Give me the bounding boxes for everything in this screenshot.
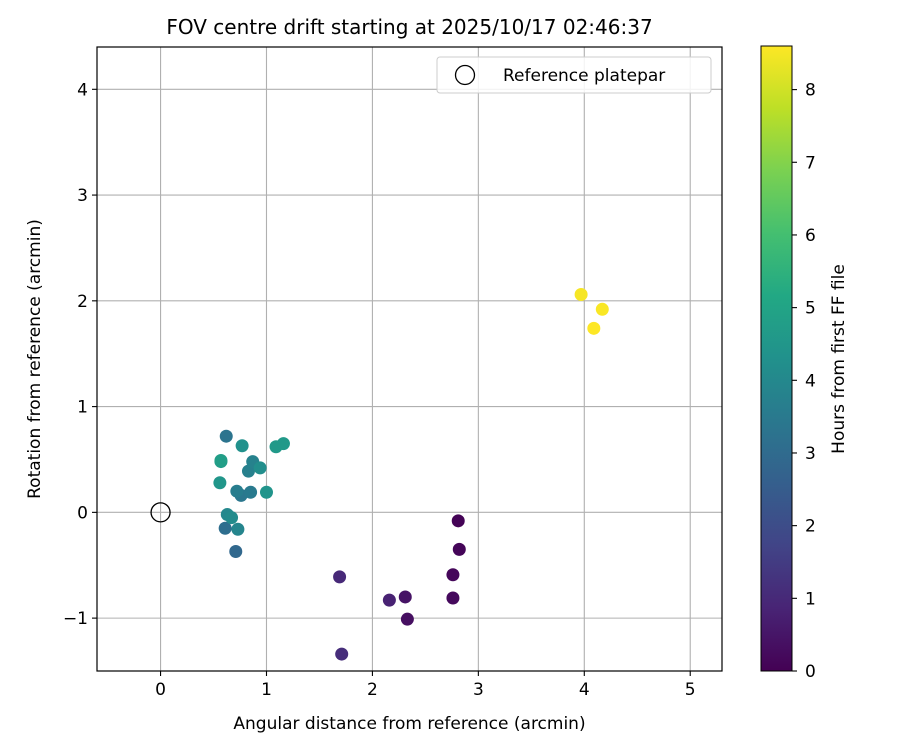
colorbar-tick-label: 4 (805, 371, 816, 391)
colorbar-ticks: 0 1 2 3 4 5 6 7 8 (792, 81, 816, 682)
colorbar-tick-label: 6 (805, 226, 816, 246)
y-tick-label: 2 (77, 292, 88, 312)
y-tick-label: 0 (77, 503, 88, 523)
legend-label-reference-platepar: Reference platepar (503, 66, 665, 86)
scatter-point (587, 321, 601, 335)
scatter-point (235, 439, 249, 453)
colorbar-tick-label: 7 (805, 153, 816, 173)
scatter-point (259, 485, 273, 499)
scatter-point (230, 484, 244, 498)
colorbar-tick-label: 0 (805, 662, 816, 682)
scatter-point (333, 570, 347, 584)
x-tick-label: 3 (473, 680, 484, 700)
legend-marker-open-circle (454, 64, 476, 86)
colorbar-tick-label: 5 (805, 299, 816, 319)
scatter-point (452, 542, 466, 556)
x-axis-label: Angular distance from reference (arcmin) (233, 714, 585, 734)
scatter-point (219, 429, 233, 443)
y-tick-label: 4 (77, 80, 88, 100)
scatter-point (218, 521, 232, 535)
scatter-point (213, 476, 227, 490)
colorbar-tick-label: 3 (805, 444, 816, 464)
scatter-point (451, 514, 465, 528)
scatter-point (225, 511, 239, 525)
data-points (213, 287, 609, 661)
legend: Reference platepar (436, 56, 712, 94)
colorbar-tick-label: 8 (805, 81, 816, 101)
scatter-point (244, 485, 258, 499)
reference-layer (150, 502, 171, 523)
x-tick-label: 2 (367, 680, 378, 700)
x-tick-label: 1 (261, 680, 272, 700)
colorbar-tick-label: 1 (805, 589, 816, 609)
scatter-point (398, 590, 412, 604)
chart-title: FOV centre drift starting at 2025/10/17 … (166, 15, 652, 39)
colorbar-tick-label: 2 (805, 517, 816, 537)
x-axis-ticks: 0 1 2 3 4 5 (155, 671, 696, 700)
grid-lines (97, 47, 722, 671)
x-tick-label: 4 (579, 680, 590, 700)
scatter-point (574, 287, 588, 301)
x-tick-label: 0 (155, 680, 166, 700)
y-axis-label: Rotation from reference (arcmin) (25, 219, 45, 499)
x-tick-label: 5 (685, 680, 696, 700)
reference-platepar-marker (150, 502, 171, 523)
scatter-point (400, 612, 414, 626)
y-tick-label: 3 (77, 186, 88, 206)
plot-frame (96, 46, 723, 672)
scatter-point (382, 593, 396, 607)
scatter-point (446, 591, 460, 605)
legend-box (436, 56, 712, 94)
scatter-point (231, 522, 245, 536)
scatter-point (276, 437, 290, 451)
y-tick-label: 1 (77, 398, 88, 418)
scatter-point (253, 461, 267, 475)
scatter-point (335, 647, 349, 661)
scatter-point (229, 544, 243, 558)
colorbar (760, 45, 793, 672)
colorbar-label: Hours from first FF file (829, 264, 849, 454)
scatter-point (214, 454, 228, 468)
y-tick-label: −1 (63, 609, 88, 629)
scatter-point (446, 568, 460, 582)
y-axis-ticks: −1 0 1 2 3 4 (63, 80, 97, 629)
scatter-point (595, 302, 609, 316)
